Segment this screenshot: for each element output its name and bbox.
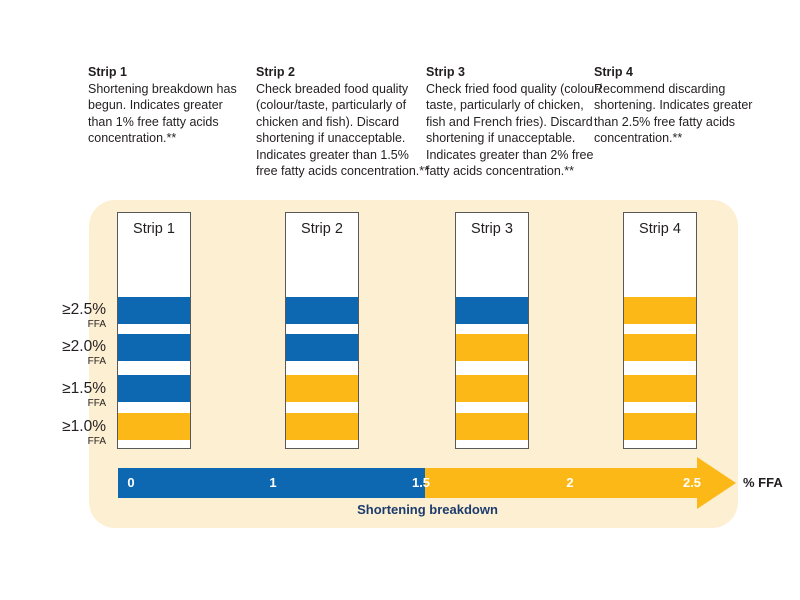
reagent-band-yellow	[456, 413, 528, 440]
reagent-band-yellow	[286, 413, 358, 440]
ffa-threshold-value: ≥1.5%	[62, 380, 106, 397]
test-strip-label: Strip 2	[301, 221, 343, 237]
reagent-band-yellow	[624, 375, 696, 402]
axis-unit-label: % FFA	[743, 475, 783, 490]
axis-tick-1: 1	[269, 475, 277, 490]
ffa-unit-label: FFA	[87, 435, 106, 447]
strip-4-description-title: Strip 4	[594, 65, 633, 79]
ffa-threshold-value: ≥2.0%	[62, 338, 106, 355]
test-strip-label: Strip 1	[133, 221, 175, 237]
axis-tick-1-5: 1.5	[411, 475, 431, 490]
ffa-threshold-1-0: ≥1.0% FFA	[28, 419, 106, 447]
ffa-unit-label: FFA	[87, 355, 106, 367]
strip-2-description: Strip 2 Check breaded food quality (colo…	[256, 64, 434, 180]
test-strip-3: Strip 3	[455, 212, 529, 449]
strip-2-description-title: Strip 2	[256, 65, 295, 79]
reagent-band-blue	[286, 297, 358, 324]
axis-tick-2: 2	[566, 475, 574, 490]
strip-4-description-body: Recommend discarding shortening. Indicat…	[594, 81, 753, 146]
strip-3-description: Strip 3 Check fried food quality (colour…	[426, 64, 604, 180]
axis-tick-2-5: 2.5	[682, 475, 702, 490]
strip-1-description-title: Strip 1	[88, 65, 127, 79]
strip-1-description: Strip 1 Shortening breakdown has begun. …	[88, 64, 266, 147]
reagent-band-blue	[118, 334, 190, 361]
strip-1-description-body: Shortening breakdown has begun. Indicate…	[88, 81, 237, 146]
reagent-band-yellow	[456, 334, 528, 361]
strip-4-description: Strip 4 Recommend discarding shortening.…	[594, 64, 772, 147]
reagent-band-blue	[286, 334, 358, 361]
ffa-threshold-value: ≥2.5%	[62, 301, 106, 318]
test-strip-4: Strip 4	[623, 212, 697, 449]
reagent-band-yellow	[624, 297, 696, 324]
ffa-unit-label: FFA	[87, 318, 106, 330]
reagent-band-blue	[118, 375, 190, 402]
axis-blue-segment	[118, 468, 425, 498]
ffa-threshold-value: ≥1.0%	[62, 418, 106, 435]
reagent-band-yellow	[456, 375, 528, 402]
axis-tick-0: 0	[127, 475, 135, 490]
strip-2-description-body: Check breaded food quality (colour/taste…	[256, 81, 430, 179]
test-strip-1: Strip 1	[117, 212, 191, 449]
ffa-unit-label: FFA	[87, 397, 106, 409]
test-strip-label: Strip 3	[471, 221, 513, 237]
test-strip-2: Strip 2	[285, 212, 359, 449]
reagent-band-blue	[456, 297, 528, 324]
axis-caption: Shortening breakdown	[357, 502, 498, 517]
axis-yellow-segment	[425, 468, 697, 498]
strip-3-description-title: Strip 3	[426, 65, 465, 79]
ffa-threshold-1-5: ≥1.5% FFA	[28, 381, 106, 409]
reagent-band-blue	[118, 297, 190, 324]
reagent-band-yellow	[286, 375, 358, 402]
strip-3-description-body: Check fried food quality (colour/ taste,…	[426, 81, 602, 179]
test-strip-label: Strip 4	[639, 221, 681, 237]
axis-arrowhead-icon	[697, 457, 736, 509]
reagent-band-yellow	[624, 334, 696, 361]
ffa-threshold-2-5: ≥2.5% FFA	[28, 302, 106, 330]
reagent-band-yellow	[624, 413, 696, 440]
reagent-band-yellow	[118, 413, 190, 440]
ffa-threshold-2-0: ≥2.0% FFA	[28, 339, 106, 367]
